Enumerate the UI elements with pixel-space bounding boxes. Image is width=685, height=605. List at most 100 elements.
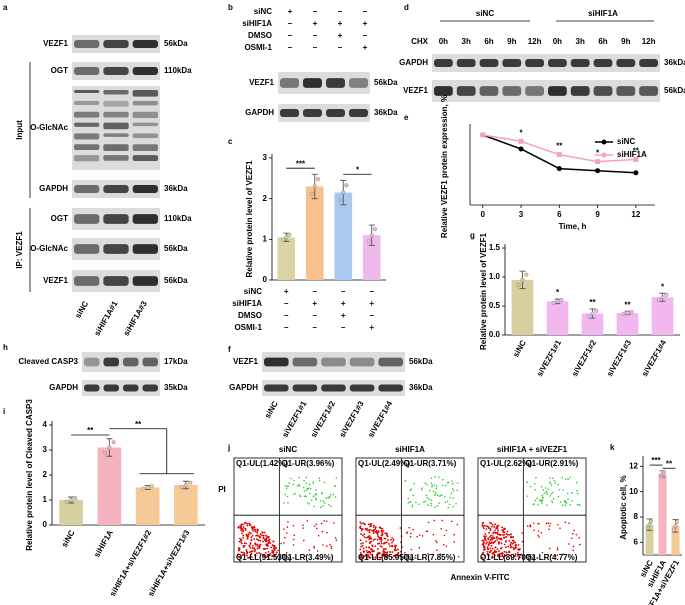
data-point — [674, 520, 680, 525]
event-dot — [568, 522, 570, 524]
blot-band — [280, 78, 299, 88]
y-axis-label: Relative VEZF1 protein expression, % — [440, 95, 449, 238]
event-dot — [554, 555, 557, 557]
event-dot — [255, 538, 258, 541]
y-tick-label: 0 — [43, 520, 48, 529]
significance: * — [556, 288, 560, 297]
event-dot — [265, 534, 267, 537]
event-dot — [537, 504, 539, 506]
lane-label: siNC — [263, 399, 280, 419]
event-dot — [245, 542, 248, 545]
event-dot — [285, 551, 288, 554]
event-dot — [491, 523, 494, 526]
quadrant-label: Q1-UL(2.62%) — [480, 459, 532, 468]
blot-band — [74, 276, 100, 286]
condition-sign: + — [284, 287, 289, 296]
size-label: 56kDa — [164, 39, 188, 48]
time-label: 6h — [484, 37, 493, 46]
event-dot — [390, 538, 392, 541]
event-dot — [378, 556, 381, 559]
plot-title: siHIF1A — [395, 445, 425, 454]
event-dot — [489, 550, 492, 553]
blot-band — [502, 59, 522, 67]
condition-sign: + — [312, 299, 317, 308]
event-dot — [557, 483, 559, 486]
event-dot — [283, 528, 285, 530]
quadrant-label: Q1-LL(89.70%) — [480, 553, 536, 562]
event-dot — [251, 526, 254, 529]
event-dot — [447, 481, 450, 484]
data-point — [551, 300, 556, 305]
condition-sign: – — [313, 323, 318, 332]
event-dot — [558, 488, 561, 491]
event-dot — [287, 521, 289, 523]
event-dot — [321, 530, 324, 533]
event-dot — [379, 538, 382, 541]
event-dot — [244, 527, 247, 530]
event-dot — [366, 551, 369, 554]
event-dot — [494, 529, 497, 532]
event-dot — [395, 554, 398, 556]
event-dot — [307, 487, 310, 490]
quadrant-label: Q1-LR(3.49%) — [281, 553, 333, 562]
plot-title: siNC — [279, 445, 297, 454]
y-tick-label: 2 — [43, 470, 48, 479]
event-dot — [426, 497, 429, 499]
condition-sign: – — [338, 43, 343, 52]
event-dot — [503, 533, 506, 536]
lane-label: siVEZF1#4 — [366, 399, 394, 439]
event-dot — [313, 547, 316, 549]
condition-sign: – — [363, 31, 368, 40]
event-dot — [302, 486, 305, 489]
series-marker — [633, 170, 639, 176]
event-dot — [365, 536, 368, 539]
row-label: VEZF1 — [403, 86, 428, 95]
blot-band — [74, 244, 100, 254]
event-dot — [251, 544, 254, 547]
event-dot — [314, 497, 317, 500]
event-dot — [497, 540, 500, 543]
condition-sign: – — [313, 31, 318, 40]
event-dot — [362, 542, 364, 544]
quadrant-label: Q1-LL(91.53%) — [236, 553, 292, 562]
event-dot — [365, 540, 368, 543]
event-dot — [253, 526, 256, 529]
event-dot — [493, 541, 496, 544]
event-dot — [554, 481, 557, 484]
event-dot — [237, 525, 240, 528]
event-dot — [578, 537, 581, 539]
event-dot — [572, 545, 575, 548]
event-dot — [245, 550, 248, 553]
event-dot — [559, 501, 562, 503]
event-dot — [485, 528, 488, 531]
event-dot — [564, 504, 567, 507]
event-dot — [256, 547, 259, 550]
blot-band — [479, 59, 499, 67]
event-dot — [516, 551, 519, 554]
event-dot — [376, 547, 379, 550]
plot-frame — [477, 457, 587, 563]
event-dot — [488, 541, 491, 543]
event-dot — [308, 549, 311, 552]
size-label: 35kDa — [164, 383, 188, 392]
event-dot — [406, 531, 408, 534]
event-dot — [549, 522, 552, 525]
event-dot — [424, 500, 427, 503]
event-dot — [427, 521, 430, 524]
blot-band — [326, 78, 345, 88]
event-dot — [510, 533, 512, 536]
event-dot — [284, 493, 286, 496]
event-dot — [293, 534, 296, 536]
event-dot — [359, 521, 362, 524]
event-dot — [254, 528, 256, 531]
event-dot — [272, 540, 275, 543]
bar — [362, 235, 381, 280]
event-dot — [428, 489, 431, 492]
event-dot — [422, 501, 425, 503]
event-dot — [517, 548, 519, 551]
event-dot — [241, 532, 243, 535]
event-dot — [561, 476, 563, 479]
event-dot — [248, 531, 251, 534]
event-dot — [453, 541, 456, 543]
event-dot — [360, 529, 363, 532]
